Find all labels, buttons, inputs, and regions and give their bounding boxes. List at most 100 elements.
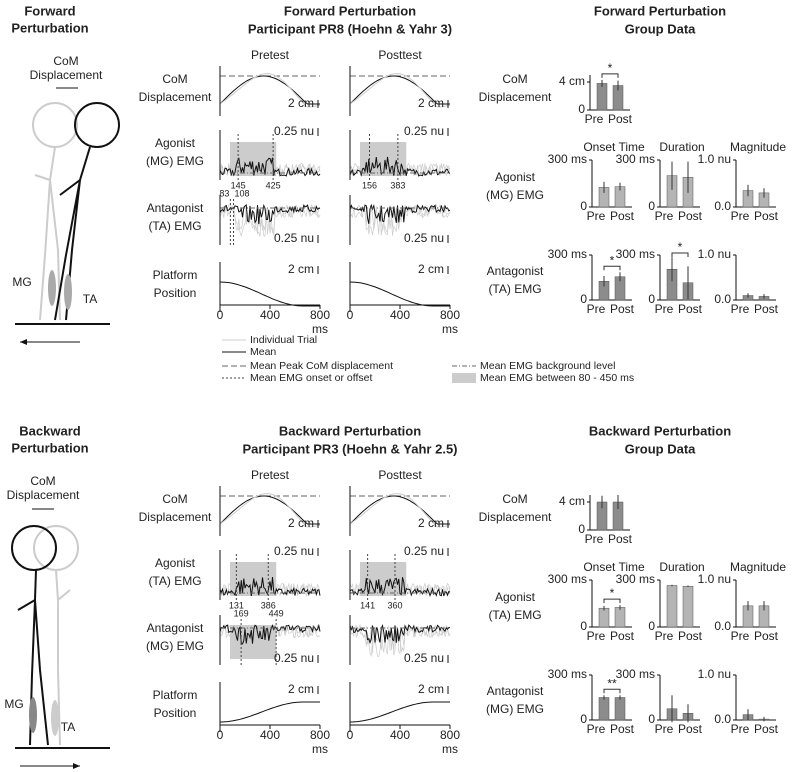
mean-trace (219, 623, 321, 645)
mean-trace (349, 623, 450, 645)
x-tick-label: 800 (310, 308, 330, 322)
x-tick-label: Pre (655, 722, 674, 736)
scale-label: 0.25 nu (274, 651, 314, 665)
row-label: Agonist (155, 556, 196, 570)
group-row-label: Agonist (495, 590, 536, 604)
significance-label: * (608, 61, 613, 75)
legend-label: Mean (250, 346, 276, 358)
x-tick-label: Post (678, 629, 703, 643)
bar (682, 586, 694, 628)
onset-label: 360 (387, 600, 402, 610)
significance-label: * (610, 586, 615, 600)
mean-trace (219, 281, 320, 307)
condition-title: Posttest (378, 468, 422, 482)
row-label: Agonist (155, 136, 196, 150)
significance-bracket (601, 73, 619, 78)
muscle-label: TA (61, 720, 75, 734)
x-tick-label: Post (608, 532, 633, 546)
y-tick-label: 0 (580, 292, 587, 306)
group-title: Backward Perturbation (589, 423, 731, 438)
traces-title: Participant PR3 (Hoehn & Yahr 2.5) (242, 441, 457, 456)
x-tick-label: Post (678, 302, 703, 316)
mean-trace (220, 701, 320, 723)
scale-label: 0.25 nu (404, 124, 444, 138)
y-tick-label: 300 ms (616, 152, 655, 166)
y-tick-label: 1.0 nu (698, 667, 731, 681)
significance-bracket (603, 598, 621, 604)
significance-label: * (678, 240, 683, 254)
bar (598, 607, 610, 628)
bar (596, 83, 608, 111)
y-tick-label: 4 cm (559, 494, 585, 508)
bar (614, 697, 626, 721)
y-tick-label: 300 ms (548, 572, 587, 586)
trial-trace (219, 73, 321, 108)
y-tick-label: 0.0 (714, 199, 731, 213)
x-tick-label: 400 (260, 308, 280, 322)
significance-label: ** (607, 676, 617, 690)
muscle-label: MG (4, 697, 23, 711)
x-tick-label: 0 (347, 728, 354, 742)
legend-label: Individual Trial (250, 334, 317, 346)
x-tick-label: Pre (731, 209, 750, 223)
x-tick-label: 800 (310, 728, 330, 742)
trial-trace (219, 565, 321, 597)
mean-trace (349, 281, 450, 307)
scale-label: 2 cm (418, 96, 444, 110)
mean-trace (219, 495, 320, 525)
trial-trace (349, 147, 451, 177)
x-tick-label: 800 (440, 308, 460, 322)
x-tick-label: 0 (347, 308, 354, 322)
x-tick-label: Post (678, 722, 703, 736)
y-tick-label: 0 (580, 619, 587, 633)
scale-label: 2 cm (418, 682, 444, 696)
traces-title: Participant PR8 (Hoehn & Yahr 3) (248, 21, 452, 36)
x-axis-label: ms (312, 742, 328, 756)
mean-trace (349, 156, 451, 177)
x-tick-label: 400 (390, 308, 410, 322)
onset-label: 169 (234, 608, 249, 618)
y-tick-label: 300 ms (548, 247, 587, 261)
x-tick-label: Post (610, 209, 635, 223)
group-title: Group Data (625, 21, 697, 36)
scale-label: 0.25 nu (274, 544, 314, 558)
y-tick-label: 0 (648, 619, 655, 633)
y-tick-label: 1.0 nu (698, 572, 731, 586)
scale-label: 2 cm (288, 96, 314, 110)
scale-label: 0.25 nu (404, 231, 444, 245)
com-label: CoM (30, 474, 55, 488)
onset-label: 156 (362, 180, 377, 190)
x-axis-label: ms (312, 322, 328, 336)
y-tick-label: 0 (580, 712, 587, 726)
row-label: Displacement (139, 510, 212, 524)
x-axis-label: ms (442, 322, 458, 336)
significance-bracket (603, 688, 621, 694)
y-tick-label: 0.0 (714, 712, 731, 726)
mean-trace (219, 75, 320, 105)
chart-title: Duration (659, 560, 704, 574)
trial-trace (219, 204, 321, 237)
com-label: CoM (53, 54, 78, 68)
y-tick-label: 300 ms (616, 247, 655, 261)
mean-trace (349, 495, 450, 525)
row-label: (MG) EMG (146, 154, 204, 168)
trial-trace (349, 493, 451, 528)
onset-label: 425 (266, 180, 281, 190)
panel-title: Perturbation (11, 20, 88, 35)
x-tick-label: Post (754, 209, 779, 223)
mean-trace (349, 75, 450, 105)
legend-label: Mean EMG background level (480, 360, 615, 372)
trial-trace (349, 144, 451, 177)
x-tick-label: Pre (587, 629, 606, 643)
traces-title: Backward Perturbation (279, 423, 421, 438)
group-row-label: (TA) EMG (488, 608, 541, 622)
y-tick-label: 0 (648, 712, 655, 726)
legend-samples (222, 339, 476, 383)
x-tick-label: Pre (585, 112, 604, 126)
x-tick-label: Pre (585, 532, 604, 546)
condition-title: Pretest (251, 468, 290, 482)
scale-label: 2 cm (288, 682, 314, 696)
scale-label: 0.25 nu (274, 231, 314, 245)
y-tick-label: 1.0 nu (698, 152, 731, 166)
